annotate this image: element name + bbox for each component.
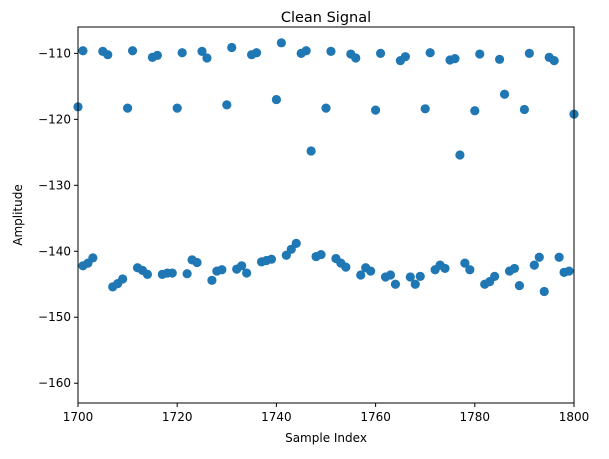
y-tick-label: −160: [38, 376, 71, 390]
data-point: [127, 46, 138, 56]
data-point: [276, 38, 286, 48]
data-point: [499, 89, 510, 99]
data-point: [291, 238, 301, 248]
data-point: [375, 48, 386, 58]
data-point: [410, 279, 420, 289]
data-point: [306, 146, 316, 156]
data-point: [217, 265, 227, 275]
data-point: [519, 104, 530, 115]
y-tick-label: −130: [38, 178, 71, 192]
data-point: [534, 252, 544, 262]
data-point: [237, 261, 247, 271]
data-point: [341, 262, 351, 272]
chart-title: Clean Signal: [281, 10, 371, 26]
data-point: [564, 266, 574, 276]
data-point: [123, 103, 133, 113]
data-point: [182, 269, 192, 279]
data-point: [475, 49, 485, 59]
y-tick-label: −110: [38, 46, 71, 60]
data-point: [554, 252, 564, 262]
x-axis-ticks: 1700 1720 1740 1760 1780 1800: [63, 403, 590, 424]
data-point: [470, 106, 480, 116]
x-tick-label: 1760: [360, 410, 391, 424]
data-point: [118, 274, 128, 284]
plot-area: [73, 38, 579, 297]
data-point: [197, 46, 207, 57]
y-axis-ticks: −160 −150 −140 −130 −120 −110: [38, 46, 78, 390]
data-point: [167, 268, 177, 278]
axes-frame: [77, 26, 575, 404]
data-point: [514, 280, 525, 291]
y-axis-label: Amplitude: [11, 184, 25, 246]
data-point: [351, 53, 361, 63]
x-axis-label: Sample Index: [285, 431, 367, 445]
data-point: [524, 48, 534, 58]
data-point: [152, 50, 162, 60]
data-point: [455, 150, 465, 160]
data-point: [390, 279, 401, 289]
x-tick-label: 1720: [162, 410, 193, 424]
data-point: [78, 46, 88, 56]
data-point: [222, 100, 232, 110]
data-point: [425, 48, 435, 58]
x-tick-label: 1800: [559, 410, 590, 424]
data-point: [539, 286, 549, 297]
data-point: [465, 265, 475, 275]
x-tick-label: 1740: [261, 410, 292, 424]
data-point: [142, 269, 153, 279]
data-point: [326, 46, 336, 57]
data-point: [450, 54, 460, 64]
data-point: [251, 48, 262, 58]
data-point: [316, 249, 326, 260]
data-point: [103, 50, 113, 60]
data-point: [192, 257, 202, 268]
data-point: [356, 270, 366, 280]
data-point: [366, 266, 376, 276]
data-point: [385, 270, 396, 280]
x-tick-label: 1780: [460, 410, 491, 424]
data-point: [207, 275, 217, 285]
data-point: [549, 56, 559, 66]
data-point: [405, 272, 415, 282]
data-point: [321, 103, 331, 113]
data-point: [88, 253, 98, 263]
y-tick-label: −140: [38, 244, 71, 258]
data-point: [529, 260, 539, 270]
data-point: [172, 103, 182, 113]
data-point: [495, 54, 505, 64]
data-point: [460, 258, 470, 268]
data-point: [242, 268, 252, 278]
data-point: [271, 94, 281, 105]
y-tick-label: −150: [38, 310, 71, 324]
data-points: [73, 38, 579, 297]
y-tick-label: −120: [38, 112, 71, 126]
data-point: [509, 263, 520, 274]
data-point: [301, 46, 311, 56]
data-point: [440, 263, 450, 274]
data-point: [420, 104, 430, 114]
x-tick-label: 1700: [63, 410, 94, 424]
data-point: [400, 52, 410, 62]
data-point: [371, 105, 381, 115]
data-point: [177, 48, 187, 58]
data-point: [202, 53, 212, 63]
data-point: [227, 42, 237, 53]
data-point: [266, 254, 277, 264]
data-point: [415, 271, 425, 281]
data-point: [490, 271, 500, 281]
